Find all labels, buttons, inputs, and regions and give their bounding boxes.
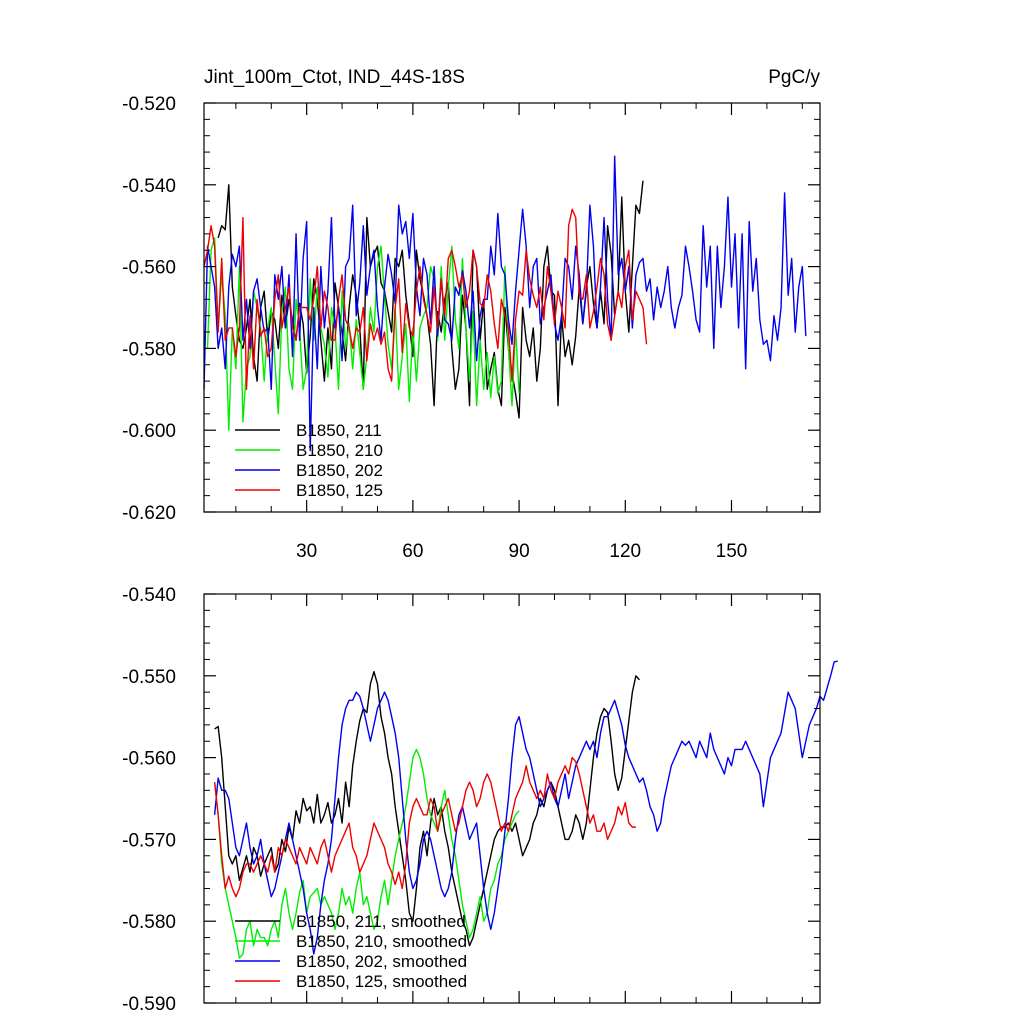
top-y-tick-label: -0.560 <box>122 258 176 279</box>
top-x-tick-label: 90 <box>509 541 530 562</box>
top-y-tick-label: -0.580 <box>122 339 176 360</box>
bottom-series-line-1 <box>214 671 640 947</box>
top-x-tick-label: 120 <box>609 541 641 562</box>
top-series-line-4 <box>203 208 648 390</box>
top-x-tick-label: 30 <box>296 541 317 562</box>
top-legend-label-3: B1850, 202 <box>296 461 383 480</box>
top-legend-label-1: B1850, 211 <box>296 421 382 440</box>
top-x-tick-label: 150 <box>716 541 748 562</box>
top-series-line-3 <box>203 155 807 452</box>
bottom-y-tick-label: -0.560 <box>122 749 176 770</box>
bottom-series-group <box>213 660 838 959</box>
chart-title: Jint_100m_Ctot, IND_44S-18S <box>204 67 465 88</box>
top-legend-label-4: B1850, 125 <box>296 481 383 500</box>
bottom-legend-label-4: B1850, 125, smoothed <box>296 972 467 991</box>
bottom-legend-label-2: B1850, 210, smoothed <box>296 932 467 951</box>
top-series-line-1 <box>217 180 644 419</box>
bottom-series-line-3 <box>213 660 838 955</box>
bottom-y-tick-label: -0.590 <box>122 994 176 1015</box>
top-panel: Jint_100m_Ctot, IND_44S-18S PgC/y -0.620… <box>122 67 821 562</box>
top-y-tick-label: -0.520 <box>122 94 176 115</box>
top-legend-label-2: B1850, 210 <box>296 441 383 460</box>
top-axes-group: -0.620 -0.600 -0.580 -0.560 -0.540 -0.520 30 60… <box>122 94 821 562</box>
top-y-tick-label: -0.600 <box>122 421 176 442</box>
top-y-tick-label: -0.540 <box>122 176 176 197</box>
bottom-y-tick-label: -0.570 <box>122 830 176 851</box>
top-x-tick-label: 60 <box>402 541 423 562</box>
bottom-y-tick-label: -0.550 <box>122 667 176 688</box>
bottom-axes-group: -0.590 -0.580 -0.570 -0.560 -0.550 -0.540 <box>122 585 821 1015</box>
bottom-legend-label-1: B1850, 211, smoothed <box>296 912 466 931</box>
top-series-group <box>203 155 807 452</box>
bottom-series-line-4 <box>213 756 636 898</box>
bottom-y-tick-label: -0.540 <box>122 585 176 606</box>
top-plot-frame <box>203 102 821 513</box>
bottom-panel: -0.590 -0.580 -0.570 -0.560 -0.550 -0.540 B18… <box>122 585 838 1015</box>
bottom-plot-frame <box>203 593 821 1004</box>
bottom-legend-label-3: B1850, 202, smoothed <box>296 952 467 971</box>
bottom-y-tick-label: -0.580 <box>122 912 176 933</box>
units-label: PgC/y <box>768 67 820 88</box>
top-y-tick-label: -0.620 <box>122 503 176 524</box>
